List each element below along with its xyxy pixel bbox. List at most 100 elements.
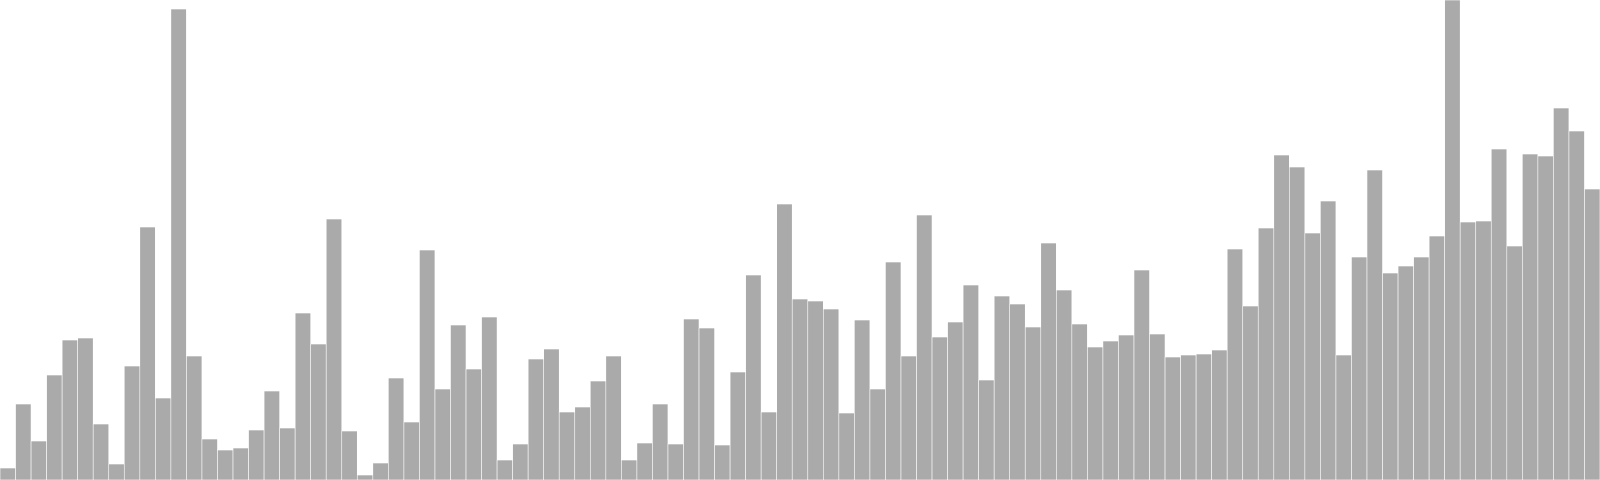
bar-93 — [1444, 0, 1461, 480]
bar-29 — [450, 324, 467, 480]
bar-36 — [558, 411, 576, 480]
bar-66 — [1024, 326, 1042, 480]
bar-92 — [1428, 235, 1445, 480]
bar-49 — [760, 411, 777, 480]
bar-9 — [139, 226, 156, 480]
bar-94 — [1459, 221, 1477, 480]
bar-44 — [683, 318, 700, 480]
bar-84 — [1304, 232, 1321, 480]
bar-4 — [61, 339, 78, 480]
bar-63 — [978, 379, 995, 480]
bar-45 — [698, 327, 715, 480]
bar-50 — [776, 203, 793, 480]
bar-26 — [403, 421, 420, 480]
bar-68 — [1056, 289, 1073, 480]
bar-53 — [823, 308, 840, 480]
bar-15 — [232, 447, 249, 480]
bar-58 — [900, 355, 917, 480]
bar-35 — [543, 348, 560, 480]
bar-102 — [1584, 188, 1600, 480]
bar-11 — [170, 8, 187, 480]
bar-65 — [1009, 303, 1026, 480]
bar-100 — [1553, 107, 1570, 480]
bar-21 — [325, 218, 343, 480]
bar-2 — [30, 440, 47, 480]
bar-33 — [512, 443, 529, 480]
bar-20 — [310, 343, 327, 480]
bar-6 — [92, 423, 110, 480]
bar-39 — [605, 355, 622, 480]
bar-101 — [1568, 130, 1585, 480]
bar-73 — [1133, 269, 1150, 480]
bar-1 — [15, 403, 32, 480]
bar-43 — [667, 443, 684, 480]
bar-56 — [869, 388, 886, 480]
bar-27 — [419, 249, 436, 480]
bar-71 — [1102, 340, 1119, 480]
bar-83 — [1289, 166, 1306, 480]
bar-47 — [729, 371, 746, 480]
bar-59 — [916, 214, 933, 480]
bar-38 — [589, 380, 607, 480]
bar-80 — [1242, 305, 1259, 480]
bar-55 — [854, 319, 871, 480]
bar-57 — [885, 261, 902, 480]
bar-42 — [652, 403, 669, 480]
bar-85 — [1320, 200, 1337, 480]
bar-98 — [1522, 153, 1539, 480]
bar-99 — [1537, 155, 1554, 480]
bar-18 — [279, 427, 296, 480]
bar-91 — [1413, 256, 1430, 480]
bar-0 — [0, 467, 16, 480]
bar-40 — [621, 459, 638, 480]
bar-97 — [1506, 245, 1523, 480]
bar-79 — [1226, 248, 1244, 480]
bar-96 — [1490, 148, 1508, 480]
bar-60 — [931, 336, 948, 480]
bar-13 — [201, 438, 218, 480]
bar-48 — [745, 274, 762, 480]
bar-70 — [1087, 346, 1104, 480]
bar-72 — [1118, 334, 1135, 480]
bar-46 — [714, 444, 731, 480]
bar-67 — [1040, 242, 1057, 480]
bar-74 — [1149, 333, 1166, 480]
bar-77 — [1195, 353, 1212, 480]
bar-25 — [388, 377, 405, 480]
bar-87 — [1351, 256, 1368, 480]
bar-31 — [481, 316, 498, 480]
bar-69 — [1071, 323, 1088, 480]
bar-54 — [838, 412, 855, 480]
bar-19 — [294, 312, 311, 480]
bar-88 — [1366, 169, 1383, 480]
bar-24 — [372, 462, 389, 480]
bar-5 — [77, 337, 94, 480]
bar-7 — [108, 463, 125, 480]
bar-3 — [46, 374, 63, 480]
bar-90 — [1397, 265, 1414, 480]
bar-81 — [1257, 227, 1275, 480]
bar-8 — [123, 365, 141, 480]
bar-12 — [186, 355, 203, 480]
bar-52 — [807, 300, 824, 480]
bar-89 — [1382, 272, 1399, 480]
bar-95 — [1475, 220, 1492, 480]
bar-14 — [217, 449, 234, 480]
bar-62 — [962, 284, 979, 480]
bar-10 — [155, 397, 172, 480]
bar-61 — [947, 321, 964, 480]
bar-37 — [574, 406, 591, 480]
bar-78 — [1211, 349, 1228, 480]
bar-86 — [1335, 354, 1352, 480]
bar-82 — [1273, 154, 1290, 480]
bar-17 — [263, 390, 280, 480]
bar-64 — [993, 295, 1011, 480]
bar-41 — [636, 442, 653, 480]
bar-28 — [434, 388, 451, 480]
bar-23 — [356, 474, 374, 480]
bar-30 — [465, 368, 482, 480]
bar-22 — [341, 430, 358, 480]
bar-51 — [791, 298, 809, 480]
